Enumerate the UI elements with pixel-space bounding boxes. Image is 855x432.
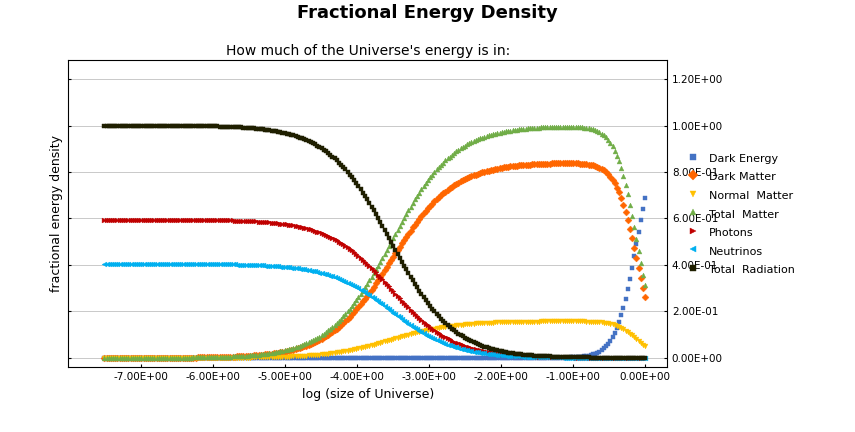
Line: Photons: Photons	[102, 217, 649, 360]
Line: Dark Matter: Dark Matter	[102, 161, 649, 360]
Normal  Matter	[641, 345, 652, 350]
Total  Matter	[522, 126, 533, 131]
Normal  Matter	[532, 319, 542, 324]
Normal  Matter	[155, 355, 165, 360]
Dark Energy	[532, 355, 542, 360]
Photons	[641, 355, 652, 360]
Total  Radiation	[641, 355, 652, 360]
Line: Total  Radiation: Total Radiation	[102, 122, 650, 361]
Total  Matter	[532, 125, 542, 130]
Line: Normal  Matter: Normal Matter	[102, 319, 649, 360]
Dark Matter	[472, 172, 482, 177]
Neutrinos	[522, 354, 533, 359]
Total  Matter	[472, 137, 482, 142]
Dark Energy	[641, 188, 652, 193]
Line: Neutrinos: Neutrinos	[102, 261, 649, 360]
Total  Radiation	[472, 341, 482, 346]
Photons	[155, 217, 165, 222]
Dark Matter	[532, 162, 542, 167]
Dark Matter	[339, 321, 349, 326]
Y-axis label: fractional energy density: fractional energy density	[50, 135, 63, 292]
Neutrinos	[472, 349, 482, 355]
Dark Matter	[562, 161, 572, 166]
Dark Energy	[472, 355, 482, 360]
Total  Matter	[319, 331, 329, 336]
Total  Matter	[339, 314, 349, 319]
Neutrinos	[319, 271, 329, 276]
Dark Matter	[319, 335, 329, 340]
Dark Matter	[641, 301, 652, 306]
Dark Energy	[522, 355, 533, 360]
Neutrinos	[339, 278, 349, 283]
Dark Energy	[319, 355, 329, 360]
Line: Dark Energy: Dark Energy	[102, 188, 649, 360]
Normal  Matter	[319, 352, 329, 357]
Title: How much of the Universe's energy is in:: How much of the Universe's energy is in:	[226, 44, 510, 58]
Normal  Matter	[472, 321, 482, 326]
Normal  Matter	[99, 355, 109, 360]
Legend: Dark Energy, Dark Matter, Normal  Matter, Total  Matter, Photons, Neutrinos, Tot: Dark Energy, Dark Matter, Normal Matter,…	[684, 149, 797, 279]
Photons	[532, 354, 542, 359]
X-axis label: log (size of Universe): log (size of Universe)	[302, 388, 433, 400]
Total  Matter	[155, 355, 165, 360]
Total  Radiation	[319, 147, 329, 152]
Line: Total  Matter: Total Matter	[102, 124, 649, 360]
Normal  Matter	[522, 319, 533, 324]
Dark Matter	[99, 355, 109, 360]
Total  Radiation	[532, 353, 542, 358]
Neutrinos	[532, 354, 542, 359]
Photons	[319, 232, 329, 237]
Total  Matter	[99, 355, 109, 360]
Dark Energy	[339, 355, 349, 360]
Dark Energy	[155, 355, 165, 360]
Normal  Matter	[339, 349, 349, 354]
Photons	[472, 347, 482, 352]
Total  Radiation	[339, 165, 349, 170]
Dark Matter	[155, 355, 165, 360]
Total  Matter	[641, 290, 652, 295]
Photons	[522, 353, 533, 359]
Neutrinos	[641, 355, 652, 360]
Total  Matter	[562, 124, 572, 129]
Total  Radiation	[522, 353, 533, 358]
Dark Matter	[522, 162, 533, 167]
Dark Energy	[99, 355, 109, 360]
Neutrinos	[155, 261, 165, 267]
Total  Radiation	[155, 123, 165, 128]
Photons	[99, 217, 109, 222]
Photons	[339, 242, 349, 247]
Text: Fractional Energy Density: Fractional Energy Density	[298, 4, 557, 22]
Total  Radiation	[99, 123, 109, 128]
Normal  Matter	[562, 319, 572, 324]
Neutrinos	[99, 261, 109, 267]
